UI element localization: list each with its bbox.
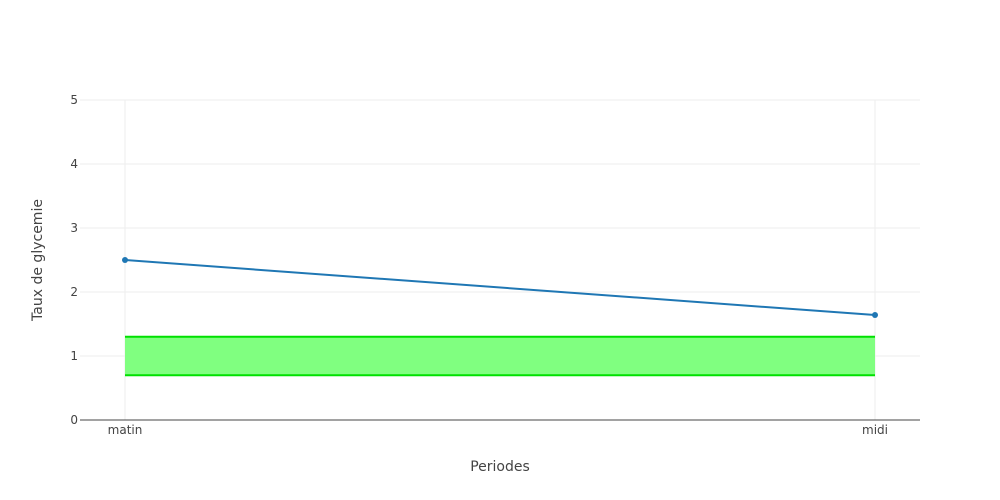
series-layer [122,257,878,319]
y-axis-title: Taux de glycemie [30,199,46,322]
y-tick-label: 4 [70,157,78,171]
target-band [125,335,875,377]
band-fill [125,336,875,376]
x-tick-label: midi [862,423,888,437]
tick-labels: 0 1 2 3 4 5 matin midi [70,93,888,437]
y-tick-label: 3 [70,221,78,235]
x-tick-label: matin [108,423,143,437]
data-point [122,257,128,263]
data-point [872,312,878,319]
y-tick-label: 0 [70,413,78,427]
y-tick-label: 2 [70,285,78,299]
x-axis-title: Periodes [470,459,530,475]
y-tick-label: 1 [70,349,78,363]
series-line [124,259,876,317]
y-tick-label: 5 [70,93,78,107]
